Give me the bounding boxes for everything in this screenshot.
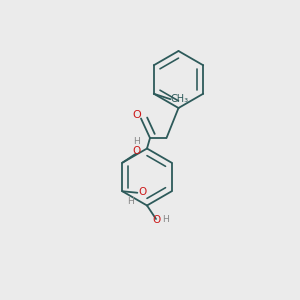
Text: H: H [127,197,134,206]
Text: O: O [152,214,160,225]
Text: O: O [132,110,141,120]
Text: H: H [133,137,140,146]
Text: O: O [133,146,141,156]
Text: H: H [162,215,169,224]
Text: CH₃: CH₃ [171,94,189,104]
Text: O: O [138,187,146,196]
